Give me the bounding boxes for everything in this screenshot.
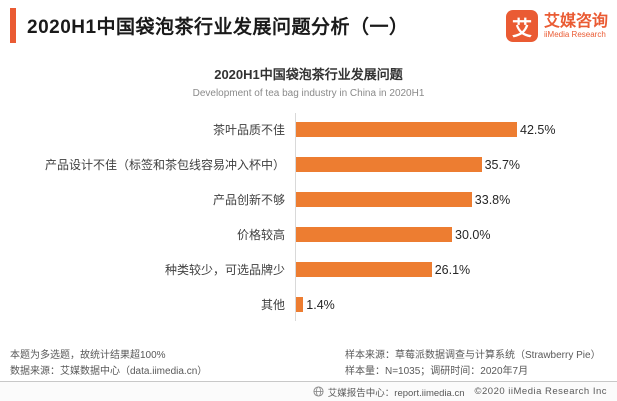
bar-plot-cell: 26.1% [295, 262, 617, 277]
bar-row: 其他 1.4% [0, 287, 617, 322]
bar-row: 种类较少，可选品牌少 26.1% [0, 252, 617, 287]
note-sample-source: 样本来源：草莓派数据调查与计算系统（Strawberry Pie） [345, 350, 601, 361]
notes-right: 样本来源：草莓派数据调查与计算系统（Strawberry Pie） 样本量：N=… [345, 348, 601, 380]
logo-text: 艾媒咨询 iiMedia Research [544, 13, 608, 39]
note-data-source: 数据来源：艾媒数据中心（data.iimedia.cn） [10, 366, 208, 377]
title-accent-bar [10, 8, 16, 43]
chart-title: 2020H1中国袋泡茶行业发展问题 [214, 67, 403, 82]
note-sample-size: 样本量：N=1035；调研时间：2020年7月 [345, 366, 529, 377]
y-axis-line [295, 113, 296, 321]
header: 2020H1中国袋泡茶行业发展问题分析（一） [10, 8, 409, 43]
iimedia-logo-icon: 艾 [505, 10, 538, 42]
footer: 艾媒报告中心：report.iimedia.cn ©2020 iiMedia R… [0, 381, 617, 401]
note-multi-choice: 本题为多选题，故统计结果超100% [10, 350, 166, 361]
bar [296, 122, 517, 137]
bar-row: 产品设计不佳（标签和茶包线容易冲入杯中） 35.7% [0, 147, 617, 182]
bar [296, 262, 432, 277]
bar-row: 价格较高 30.0% [0, 217, 617, 252]
value-label: 30.0% [455, 227, 491, 242]
bar-plot-cell: 1.4% [295, 297, 617, 312]
bar-plot-cell: 42.5% [295, 122, 617, 137]
bar [296, 192, 472, 207]
value-label: 42.5% [520, 122, 556, 137]
bar-plot-cell: 30.0% [295, 227, 617, 242]
category-label: 产品创新不够 [212, 193, 285, 207]
value-label: 1.4% [306, 297, 335, 312]
logo-name-cn: 艾媒咨询 [543, 13, 608, 30]
notes-left: 本题为多选题，故统计结果超100% 数据来源：艾媒数据中心（data.iimed… [10, 348, 207, 380]
category-label: 价格较高 [236, 228, 285, 242]
category-label: 产品设计不佳（标签和茶包线容易冲入杯中） [44, 158, 285, 172]
value-label: 35.7% [484, 157, 521, 172]
chart-subtitle: Development of tea bag industry in China… [192, 88, 425, 99]
iimedia-logo: 艾 艾媒咨询 iiMedia Research [505, 10, 608, 42]
bar [296, 227, 452, 242]
bar-row: 产品创新不够 33.8% [0, 182, 617, 217]
logo-name-en: iiMedia Research [543, 30, 606, 39]
value-label: 33.8% [474, 192, 511, 207]
category-label: 种类较少，可选品牌少 [164, 263, 285, 277]
bar [296, 297, 304, 312]
globe-icon [313, 386, 324, 397]
bar [296, 157, 482, 172]
category-label: 其他 [260, 298, 285, 312]
value-label: 26.1% [434, 262, 471, 277]
page-title: 2020H1中国袋泡茶行业发展问题分析（一） [27, 17, 409, 38]
bar-row: 茶叶品质不佳 42.5% [0, 112, 617, 147]
bar-plot-cell: 35.7% [295, 157, 617, 172]
category-label: 茶叶品质不佳 [212, 123, 285, 137]
bar-plot-cell: 33.8% [295, 192, 617, 207]
bar-rows: 茶叶品质不佳 42.5% 产品设计不佳（标签和茶包线容易冲入杯中） 35.7% 产品创新… [0, 112, 617, 322]
footer-copyright: ©2020 iiMedia Research Inc [474, 386, 607, 397]
bar-chart: 茶叶品质不佳 42.5% 产品设计不佳（标签和茶包线容易冲入杯中） 35.7% 产品创新… [0, 111, 617, 323]
footer-report-center: 艾媒报告中心：report.iimedia.cn [327, 387, 465, 399]
